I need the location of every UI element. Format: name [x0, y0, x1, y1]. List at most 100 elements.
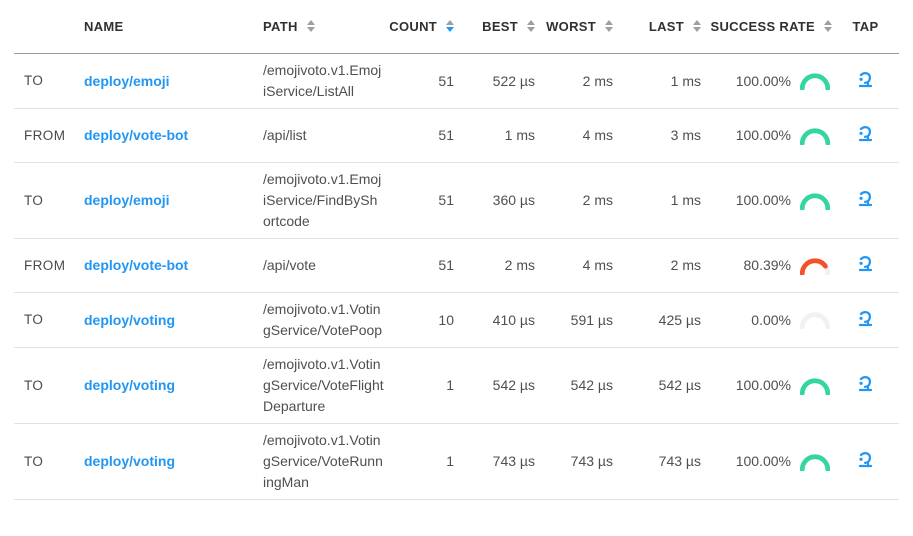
sort-up-icon [605, 20, 613, 26]
column-header-label: COUNT [389, 18, 437, 34]
last-value: 1 ms [670, 72, 701, 89]
table-row: TO deploy/voting /emojivoto.v1.VotingSer… [14, 423, 899, 500]
tap-button[interactable] [856, 374, 875, 393]
tap-button[interactable] [856, 124, 875, 143]
sort-up-icon [306, 20, 315, 26]
table-row: TO deploy/emoji /emojivoto.v1.EmojiServi… [14, 162, 899, 239]
sort-down-icon [306, 27, 315, 33]
sort-arrows-icon[interactable] [824, 20, 832, 33]
resource-link[interactable]: deploy/emoji [84, 192, 170, 208]
success-rate-value: 100.00% [735, 127, 791, 143]
direction-label: TO [24, 192, 44, 208]
column-header-name: NAME [84, 0, 263, 54]
worst-value: 4 ms [582, 127, 613, 143]
worst-value: 743 µs [570, 453, 613, 469]
count-value: 51 [438, 127, 454, 143]
sort-arrows-icon[interactable] [527, 20, 535, 33]
sort-up-icon [693, 20, 701, 26]
column-header-label: SUCCESS RATE [710, 18, 815, 34]
column-header-label: LAST [648, 18, 684, 34]
success-rate-value: 100.00% [735, 453, 791, 469]
success-gauge-arc [799, 127, 831, 145]
success-gauge-arc [799, 453, 831, 471]
table-row: TO deploy/voting /emojivoto.v1.VotingSer… [14, 292, 899, 348]
sort-up-icon [527, 20, 535, 26]
table-row: FROM deploy/vote-bot /api/list 51 1 ms 4… [14, 108, 899, 163]
best-value: 410 µs [492, 311, 535, 328]
count-value: 51 [438, 72, 454, 89]
tap-button[interactable] [856, 309, 875, 328]
count-value: 1 [446, 453, 454, 469]
resource-link[interactable]: deploy/vote-bot [84, 127, 189, 143]
success-gauge-arc [799, 257, 831, 275]
direction-label: FROM [24, 257, 66, 273]
sort-arrows-icon[interactable] [446, 20, 454, 33]
direction-label: FROM [24, 127, 66, 143]
column-header-worst[interactable]: WORST [543, 0, 621, 54]
tap-results-table: NAME PATH COUNT BEST [14, 0, 899, 500]
resource-link[interactable]: deploy/emoji [84, 72, 170, 89]
worst-value: 4 ms [582, 257, 613, 273]
column-header-label: NAME [84, 18, 124, 34]
tap-icon [858, 452, 873, 468]
column-header-success_rate[interactable]: SUCCESS RATE [709, 0, 840, 54]
sort-arrows-icon[interactable] [693, 20, 701, 33]
best-value: 542 µs [492, 377, 535, 393]
count-value: 1 [446, 377, 454, 393]
resource-link[interactable]: deploy/voting [84, 311, 175, 328]
sort-down-icon [605, 27, 613, 33]
direction-label: TO [24, 377, 44, 393]
last-value: 3 ms [670, 127, 701, 143]
worst-value: 2 ms [582, 192, 613, 208]
table-header-row: NAME PATH COUNT BEST [14, 0, 899, 54]
success-rate-gauge-icon [799, 127, 831, 145]
best-value: 1 ms [504, 127, 535, 143]
path-text: /emojivoto.v1.VotingService/VotePoop [263, 300, 383, 338]
sort-up-icon [824, 20, 832, 26]
direction-label: TO [24, 73, 44, 88]
tap-icon [858, 310, 873, 326]
column-header-last[interactable]: LAST [621, 0, 709, 54]
success-rate-value: 100.00% [735, 192, 791, 208]
column-header-count[interactable]: COUNT [389, 0, 462, 54]
tap-button[interactable] [856, 450, 875, 469]
resource-link[interactable]: deploy/voting [84, 377, 175, 393]
tap-button[interactable] [856, 254, 875, 273]
last-value: 425 µs [658, 311, 701, 328]
sort-down-icon [527, 27, 535, 33]
success-rate-gauge-icon [799, 73, 831, 90]
column-header-best[interactable]: BEST [462, 0, 543, 54]
success-rate-value: 80.39% [743, 257, 791, 273]
success-rate-value: 0.00% [751, 311, 791, 328]
table-row: TO deploy/voting /emojivoto.v1.VotingSer… [14, 347, 899, 424]
success-gauge-arc [799, 73, 831, 90]
table-container: NAME PATH COUNT BEST [14, 0, 899, 500]
tap-button[interactable] [856, 70, 875, 89]
path-text: /api/vote [263, 256, 316, 273]
sort-arrows-icon[interactable] [605, 20, 613, 33]
table-row: TO deploy/emoji /emojivoto.v1.EmojiServi… [14, 53, 899, 109]
tap-button[interactable] [856, 189, 875, 208]
worst-value: 542 µs [570, 377, 613, 393]
direction-label: TO [24, 312, 44, 327]
path-text: /emojivoto.v1.EmojiService/FindByShortco… [263, 170, 382, 229]
best-value: 522 µs [492, 72, 535, 89]
success-gauge-arc [799, 192, 831, 210]
last-value: 2 ms [670, 257, 701, 273]
best-value: 743 µs [492, 453, 535, 469]
last-value: 1 ms [670, 192, 701, 208]
tap-icon [858, 191, 873, 207]
success-rate-gauge-icon [799, 257, 831, 275]
sort-down-icon [693, 27, 701, 33]
table-row: FROM deploy/vote-bot /api/vote 51 2 ms 4… [14, 238, 899, 293]
tap-icon [858, 126, 873, 142]
sort-down-icon [824, 27, 832, 33]
tap-icon [858, 376, 873, 392]
success-rate-value: 100.00% [735, 72, 791, 89]
resource-link[interactable]: deploy/vote-bot [84, 257, 189, 273]
resource-link[interactable]: deploy/voting [84, 453, 175, 469]
last-value: 743 µs [658, 453, 701, 469]
table-body: TO deploy/emoji /emojivoto.v1.EmojiServi… [14, 53, 899, 500]
column-header-path[interactable]: PATH [263, 0, 392, 54]
sort-arrows-icon[interactable] [306, 20, 315, 33]
